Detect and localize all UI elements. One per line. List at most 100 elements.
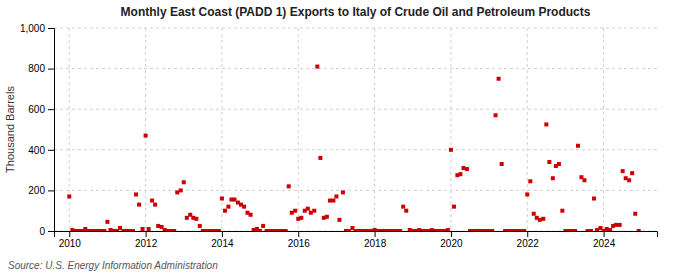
x-tick-label: 2018 bbox=[364, 238, 387, 249]
x-tick: 2010 bbox=[59, 231, 82, 249]
y-axis: 02004006008001,000 bbox=[20, 23, 55, 237]
source: Source: U.S. Energy Information Administ… bbox=[8, 260, 218, 271]
point bbox=[423, 229, 427, 231]
point bbox=[547, 160, 551, 164]
y-tick-label: 1,000 bbox=[20, 23, 45, 34]
point bbox=[147, 227, 151, 231]
point bbox=[67, 194, 71, 198]
y-tick-mark bbox=[48, 190, 54, 191]
point bbox=[633, 212, 637, 216]
point bbox=[414, 229, 418, 231]
point bbox=[347, 229, 351, 231]
x-tick: 2022 bbox=[517, 231, 540, 249]
grid-line-x bbox=[69, 28, 70, 231]
point bbox=[618, 223, 622, 227]
point bbox=[627, 178, 631, 182]
y-tick-mark bbox=[48, 109, 54, 110]
point bbox=[528, 179, 532, 183]
point bbox=[624, 176, 628, 180]
point bbox=[589, 229, 593, 231]
grid-line-y bbox=[54, 190, 657, 191]
point bbox=[465, 167, 469, 171]
point bbox=[306, 207, 310, 211]
point bbox=[614, 223, 618, 227]
x-tick-label: 2010 bbox=[59, 238, 82, 249]
point bbox=[226, 205, 230, 209]
point bbox=[471, 229, 475, 231]
point bbox=[404, 209, 408, 213]
point bbox=[128, 229, 132, 231]
grid-line-x bbox=[450, 28, 451, 231]
x-tick: 2012 bbox=[135, 231, 158, 249]
point bbox=[80, 229, 84, 231]
point bbox=[433, 229, 437, 231]
y-tick-mark bbox=[48, 69, 54, 70]
point bbox=[519, 229, 523, 231]
grid-line-x bbox=[603, 28, 604, 231]
point bbox=[105, 220, 109, 224]
y-tick-mark bbox=[48, 28, 54, 29]
point bbox=[497, 77, 501, 81]
point bbox=[318, 156, 322, 160]
y-tick: 0 bbox=[39, 226, 54, 237]
point bbox=[621, 169, 625, 173]
point bbox=[252, 228, 256, 231]
point bbox=[290, 211, 294, 215]
x-tick-mark bbox=[69, 231, 70, 237]
point bbox=[134, 192, 138, 196]
point bbox=[385, 229, 389, 231]
point bbox=[452, 205, 456, 209]
x-tick: 2024 bbox=[593, 231, 616, 249]
x-tick-label: 2020 bbox=[440, 238, 463, 249]
y-tick: 600 bbox=[28, 104, 54, 115]
point bbox=[357, 229, 361, 231]
point bbox=[494, 113, 498, 117]
x-axis: 20102012201420162018202020222024 bbox=[55, 231, 658, 249]
point bbox=[118, 226, 122, 230]
grid-line-x bbox=[221, 28, 222, 231]
point bbox=[284, 229, 288, 231]
y-axis-line bbox=[48, 29, 55, 232]
chart: 2010201220142016201820202022202402004006… bbox=[0, 0, 675, 275]
point bbox=[637, 229, 641, 231]
point bbox=[582, 178, 586, 182]
point bbox=[334, 194, 338, 198]
x-tick-mark bbox=[298, 231, 299, 237]
x-tick-label: 2022 bbox=[517, 238, 540, 249]
x-tick-label: 2012 bbox=[135, 238, 158, 249]
point bbox=[99, 229, 103, 231]
point bbox=[213, 229, 217, 231]
grid-line-y bbox=[54, 68, 657, 69]
point bbox=[605, 227, 609, 231]
point bbox=[223, 209, 227, 213]
y-tick-mark bbox=[48, 231, 54, 232]
point bbox=[315, 65, 319, 69]
point bbox=[630, 171, 634, 175]
grid-line-y bbox=[54, 149, 657, 150]
point bbox=[560, 209, 564, 213]
y-tick-label: 400 bbox=[28, 145, 45, 156]
y-tick: 1,000 bbox=[20, 23, 54, 34]
point bbox=[242, 205, 246, 209]
x-tick: 2020 bbox=[440, 231, 463, 249]
point bbox=[449, 148, 453, 152]
point bbox=[325, 215, 329, 219]
grid-line-y bbox=[54, 28, 657, 29]
grid-line-x bbox=[374, 28, 375, 231]
point bbox=[108, 228, 112, 231]
point bbox=[156, 224, 160, 228]
point bbox=[557, 162, 561, 166]
point bbox=[233, 198, 237, 202]
y-tick-label: 200 bbox=[28, 185, 45, 196]
point bbox=[220, 197, 224, 201]
point bbox=[341, 190, 345, 194]
point bbox=[608, 228, 612, 231]
point bbox=[287, 184, 291, 188]
x-tick-label: 2014 bbox=[211, 238, 234, 249]
grid-line-y bbox=[54, 109, 657, 110]
point bbox=[198, 224, 202, 228]
point bbox=[366, 229, 370, 231]
point bbox=[89, 229, 93, 231]
point bbox=[481, 229, 485, 231]
point bbox=[141, 227, 145, 231]
